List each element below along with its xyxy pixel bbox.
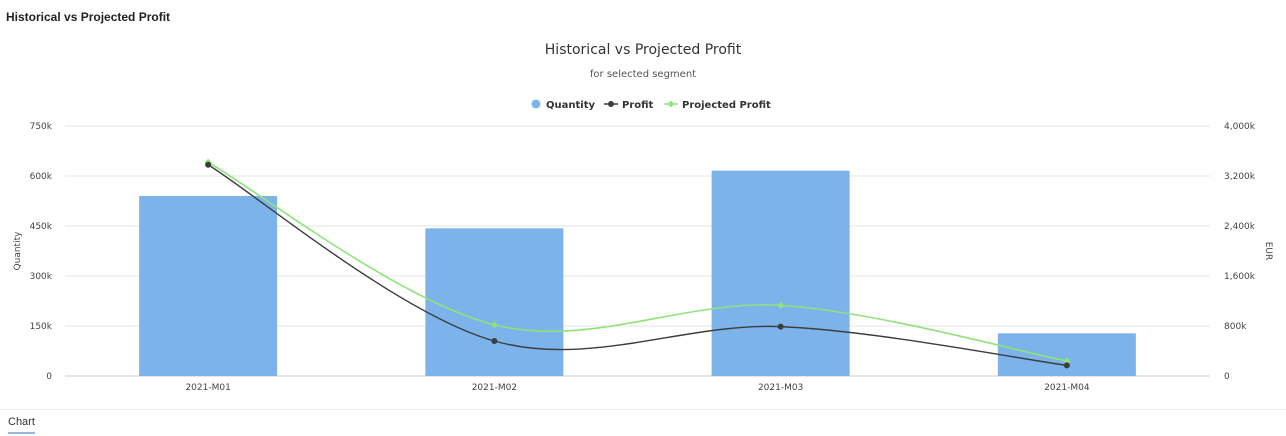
legend-item-profit[interactable]: Profit: [604, 100, 654, 111]
line-projected-profit: [207, 161, 1068, 362]
point-projected-profit[interactable]: [777, 301, 785, 309]
y-right-tick-label: 800k: [1224, 322, 1247, 332]
tab-chart[interactable]: Chart: [8, 416, 35, 434]
chart: Historical vs Projected Profit for selec…: [13, 42, 1273, 393]
x-tick-label: 2021-M04: [1044, 383, 1090, 393]
y-left-tick-label: 450k: [30, 222, 53, 232]
bar-quantity[interactable]: [425, 228, 564, 376]
legend-label-quantity: Quantity: [546, 100, 595, 111]
footer-bar: Chart: [0, 409, 1286, 436]
y-right-tick-label: 0: [1224, 372, 1230, 382]
point-profit[interactable]: [491, 338, 498, 344]
y-left-tick-label: 750k: [30, 122, 53, 132]
legend-label-projected-profit: Projected Profit: [682, 100, 771, 111]
x-tick-label: 2021-M02: [472, 383, 517, 393]
point-profit[interactable]: [777, 323, 784, 330]
chart-subtitle: for selected segment: [590, 69, 696, 80]
bar-quantity[interactable]: [139, 196, 278, 376]
point-projected-profit[interactable]: [490, 321, 498, 329]
legend-marker-projected: [667, 100, 675, 108]
legend: Quantity Profit Projected Profit: [531, 99, 771, 112]
y-left-tick-label: 600k: [30, 172, 53, 182]
y-left-tick-label: 0: [46, 372, 52, 382]
y-left-tick-label: 150k: [30, 322, 53, 332]
y-axis-left-title: Quantity: [13, 231, 23, 271]
panel-title: Historical vs Projected Profit: [6, 10, 171, 24]
bar-quantity[interactable]: [711, 170, 850, 376]
y-right-tick-label: 3,200k: [1224, 172, 1256, 182]
point-profit[interactable]: [205, 161, 212, 168]
y-right-tick-label: 4,000k: [1224, 122, 1256, 132]
line-profit: [207, 164, 1067, 367]
legend-marker-quantity: [531, 99, 541, 109]
legend-item-projected-profit[interactable]: Projected Profit: [664, 100, 771, 111]
legend-item-quantity[interactable]: Quantity: [531, 99, 596, 112]
chart-title: Historical vs Projected Profit: [545, 42, 742, 58]
bar-quantity[interactable]: [997, 333, 1136, 376]
y-right-tick-label: 2,400k: [1224, 222, 1256, 232]
lines: [204, 158, 1071, 369]
legend-label-profit: Profit: [622, 100, 654, 111]
ticks: 0 0 150k 800k 300k 1,600k 450k 2,400k 600k 3,200k…: [30, 122, 1256, 393]
bars: [139, 170, 1136, 376]
y-axis-right-title: EUR: [1263, 242, 1273, 261]
y-left-tick-label: 300k: [30, 272, 53, 282]
x-tick-label: 2021-M01: [185, 383, 230, 393]
legend-marker-profit: [608, 101, 614, 107]
y-right-tick-label: 1,600k: [1224, 272, 1256, 282]
point-projected-profit[interactable]: [1063, 357, 1071, 365]
x-tick-label: 2021-M03: [758, 383, 803, 393]
point-profit[interactable]: [1063, 362, 1070, 369]
